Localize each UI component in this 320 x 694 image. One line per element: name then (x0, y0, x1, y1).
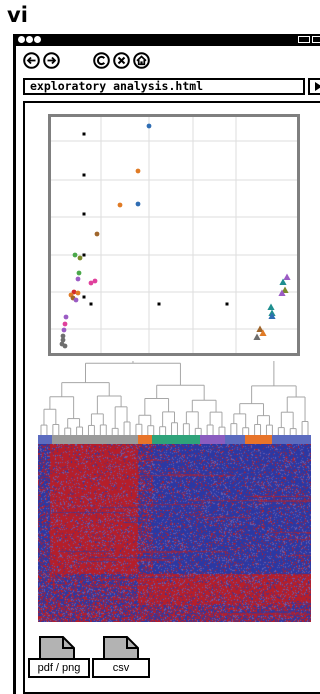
download-image-label: pdf / png (28, 658, 90, 678)
restore-icon[interactable] (312, 36, 320, 43)
scatter-point (62, 321, 68, 327)
file-icon (103, 636, 139, 661)
annotation-segment (52, 435, 138, 444)
scatter-point (89, 302, 93, 306)
download-csv-button[interactable]: csv (92, 636, 150, 678)
scatter-point (256, 325, 264, 332)
reload-button[interactable] (93, 52, 110, 69)
annotation-segment (225, 435, 245, 444)
copyright-icon (93, 52, 110, 69)
scatter-point (135, 201, 141, 207)
scatter-point (267, 303, 275, 310)
scatter-point (157, 302, 161, 306)
scatter-point (88, 280, 94, 286)
scatter-point (225, 302, 229, 306)
home-button[interactable] (133, 52, 150, 69)
window-dot-icon[interactable] (34, 36, 41, 43)
heatmap[interactable] (38, 444, 311, 622)
window-dot-icon[interactable] (18, 36, 25, 43)
back-button[interactable] (23, 52, 40, 69)
maximize-icon[interactable] (298, 36, 310, 43)
forward-arrow-icon (43, 52, 60, 69)
annotation-segment (38, 435, 52, 444)
scatter-point (82, 132, 86, 136)
scatter-point (82, 295, 86, 299)
scatter-point (75, 276, 81, 282)
scatter-point (60, 337, 66, 343)
file-icon (39, 636, 75, 661)
scatter-point (62, 343, 68, 349)
forward-button[interactable] (43, 52, 60, 69)
close-circle-icon (113, 52, 130, 69)
home-icon (133, 52, 150, 69)
play-triangle-icon (315, 82, 320, 91)
scatter-point (61, 327, 67, 333)
scatter-point (283, 273, 291, 280)
annotation-segment (152, 435, 200, 444)
scatter-point (94, 231, 100, 237)
title-bar (16, 34, 320, 46)
scatter-plot[interactable] (48, 114, 300, 356)
scatter-point (73, 297, 79, 303)
page-content (23, 101, 320, 694)
window-dot-icon[interactable] (26, 36, 33, 43)
back-arrow-icon (23, 52, 40, 69)
scatter-point (146, 123, 152, 129)
scatter-point (281, 286, 289, 293)
scatter-point (135, 168, 141, 174)
download-csv-label: csv (92, 658, 150, 678)
stop-button[interactable] (113, 52, 130, 69)
sample-annotation-bar (38, 435, 311, 444)
scatter-point (117, 202, 123, 208)
scatter-point (60, 333, 66, 339)
annotation-segment (200, 435, 225, 444)
scatter-point (72, 252, 78, 258)
scatter-point (82, 253, 86, 257)
panel-label: vi (7, 3, 28, 27)
scatter-point (279, 278, 287, 285)
scatter-canvas (51, 117, 297, 353)
scatter-point (82, 173, 86, 177)
scatter-point (77, 255, 83, 261)
scatter-point (259, 329, 267, 336)
scatter-point (76, 270, 82, 276)
scatter-point (71, 289, 77, 295)
go-button[interactable] (308, 78, 320, 95)
scatter-point (63, 314, 69, 320)
annotation-segment (272, 435, 311, 444)
dendrogram (40, 361, 309, 435)
scatter-point (92, 278, 98, 284)
scatter-point (268, 312, 276, 319)
scatter-point (82, 212, 86, 216)
scatter-point (278, 289, 286, 296)
annotation-segment (245, 435, 272, 444)
download-image-button[interactable]: pdf / png (28, 636, 90, 678)
address-bar[interactable]: exploratory analysis.html (23, 78, 305, 95)
scatter-point (253, 333, 261, 340)
scatter-point (75, 290, 81, 296)
annotation-segment (138, 435, 152, 444)
